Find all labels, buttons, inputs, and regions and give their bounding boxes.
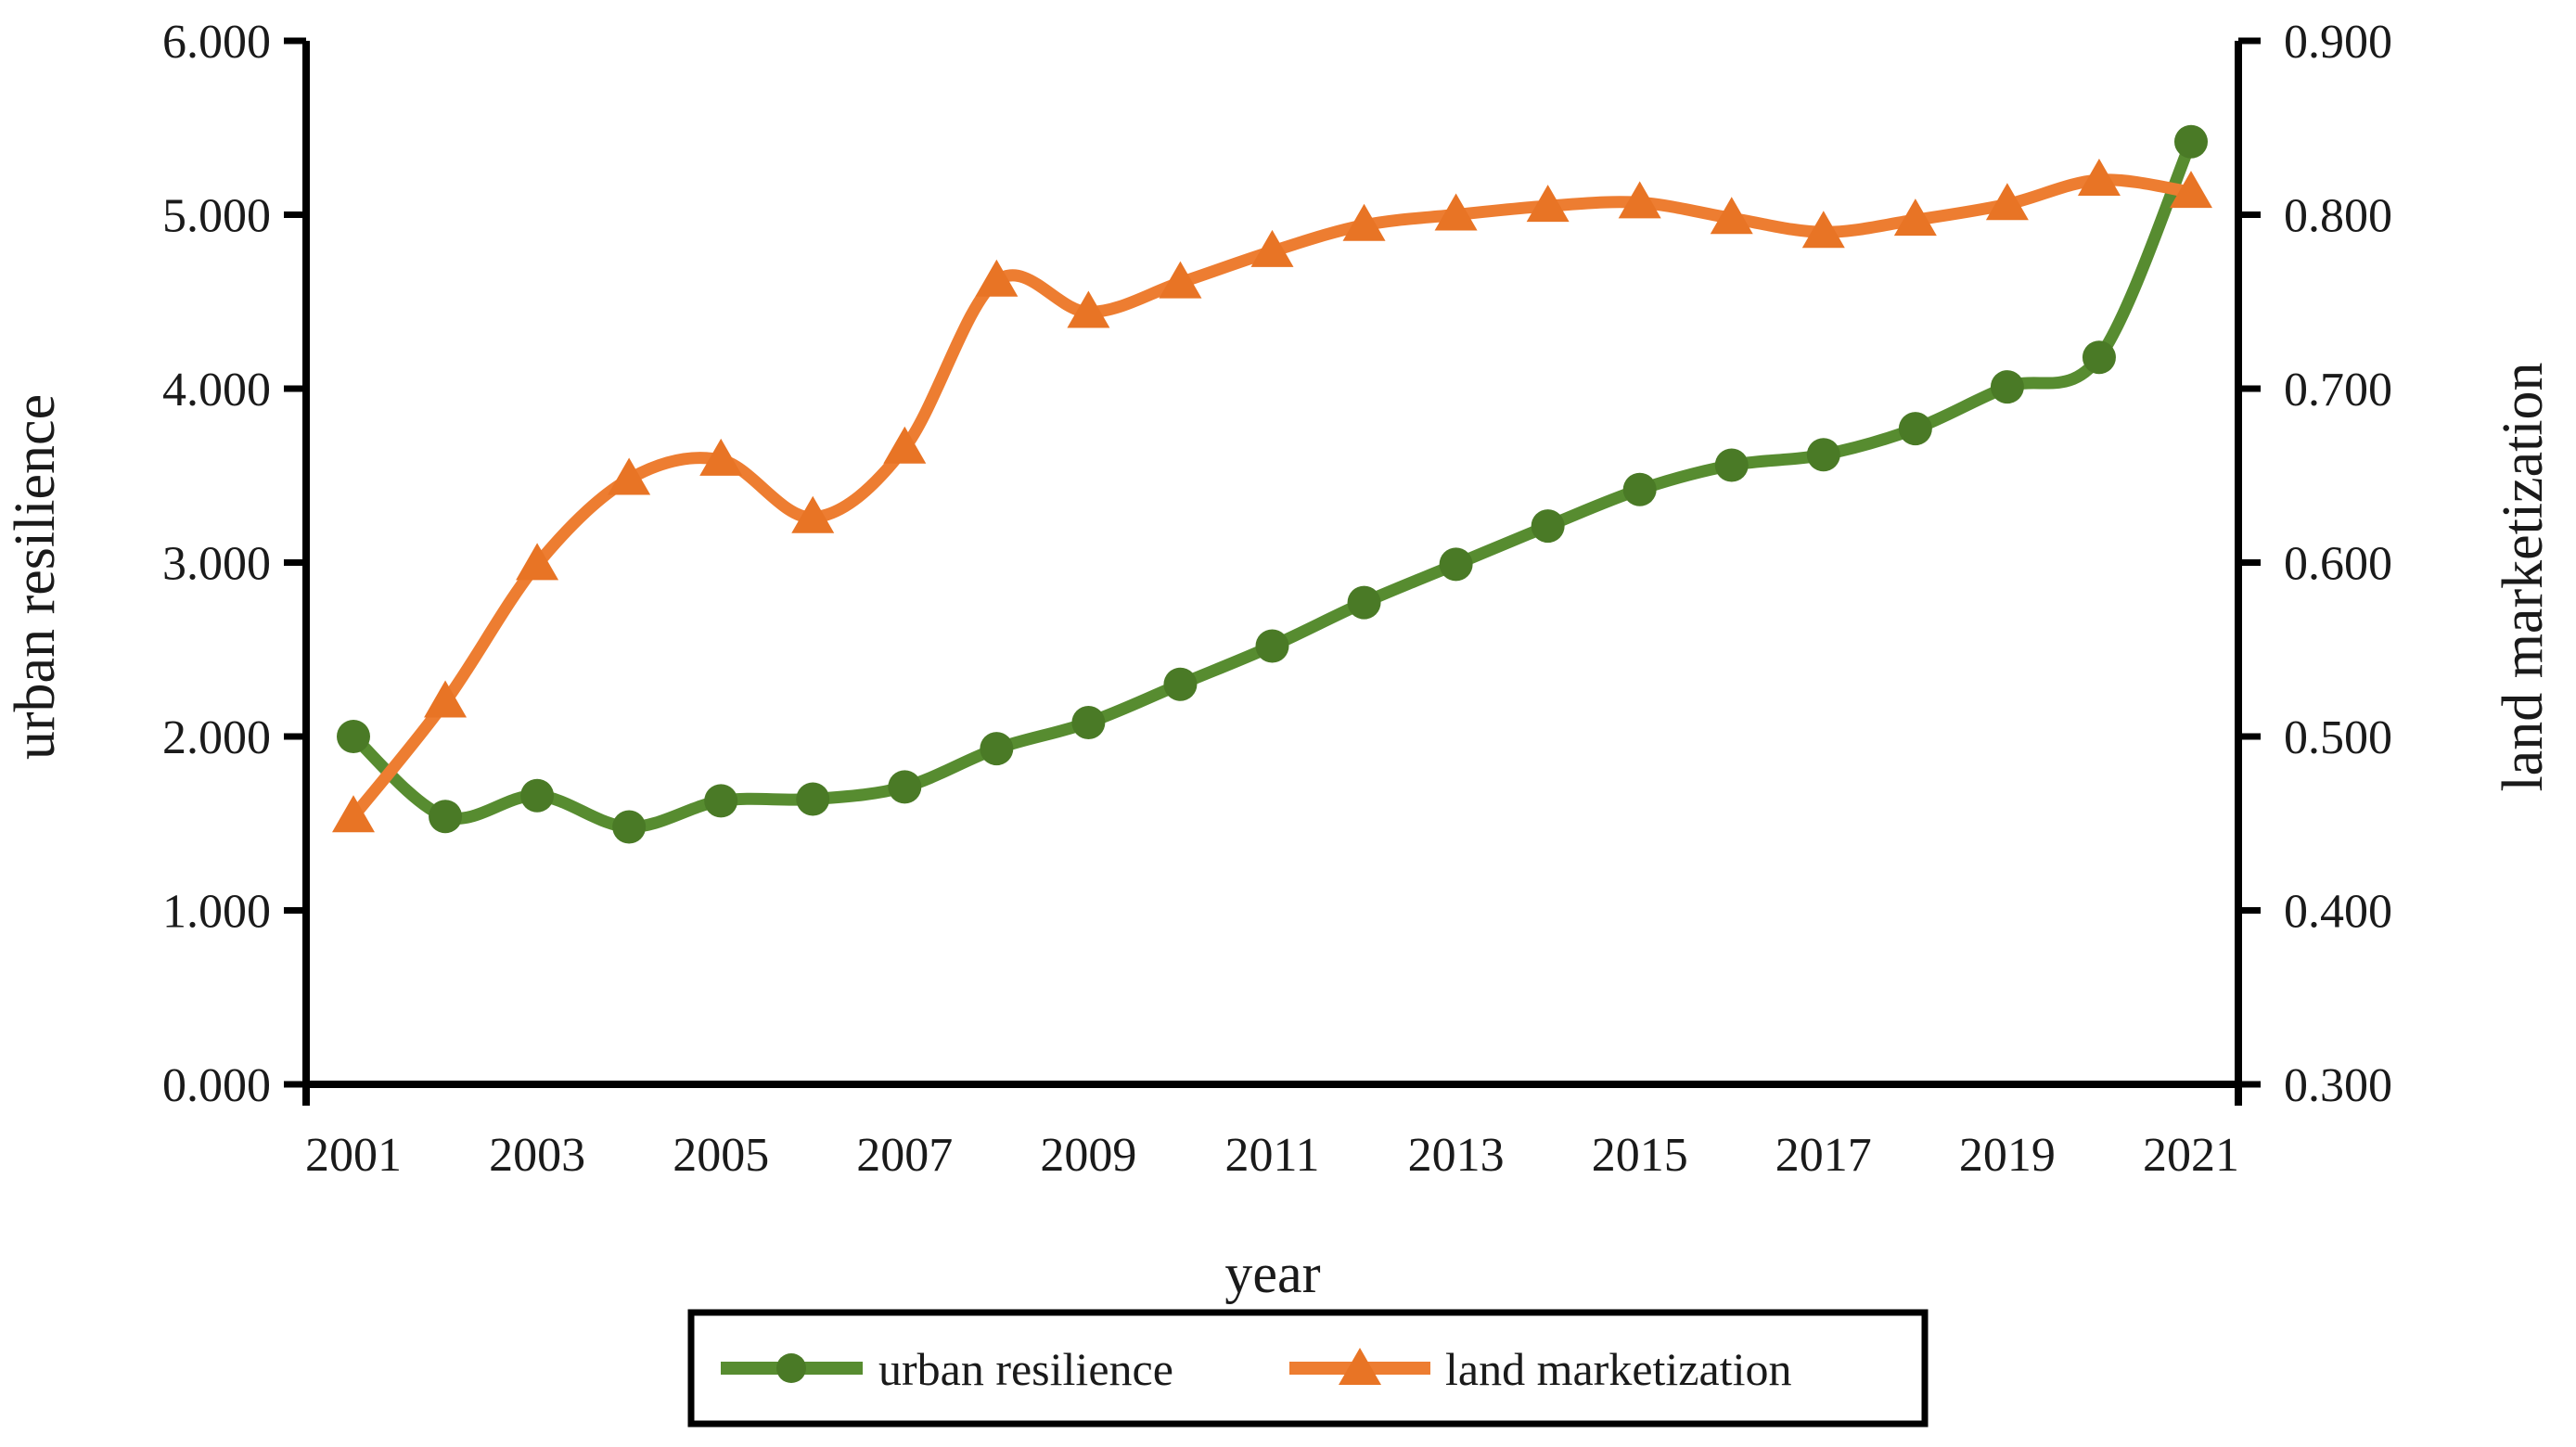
- y-right-tick-label: 0.900: [2284, 16, 2392, 69]
- data-point-circle: [704, 784, 738, 818]
- data-point-circle: [612, 810, 647, 844]
- axes: [284, 37, 2261, 1106]
- y-left-tick-label: 5.000: [162, 190, 271, 243]
- series-land-marketization: [332, 159, 2212, 833]
- legend-label-urban-resilience: urban resilience: [878, 1343, 1173, 1395]
- y-right-tick-label: 0.400: [2284, 886, 2392, 939]
- x-tick-label: 2019: [1959, 1129, 2056, 1182]
- data-point-triangle: [975, 259, 1019, 297]
- x-tick-label: 2011: [1224, 1129, 1319, 1182]
- tick-labels: 0.000 1.000 2.000 3.000 4.000 5.000 6.000 0.300…: [162, 16, 2392, 1182]
- data-point-circle: [1071, 706, 1106, 739]
- data-point-circle: [1714, 448, 1749, 482]
- data-point-circle: [1806, 438, 1840, 472]
- data-point-circle: [980, 732, 1014, 766]
- legend-circle-marker-icon: [776, 1353, 806, 1383]
- data-point-triangle: [1159, 261, 1202, 299]
- y-left-tick-label: 2.000: [162, 711, 271, 764]
- data-point-triangle: [1526, 185, 1570, 223]
- data-point-triangle: [699, 438, 743, 476]
- x-tick-label: 2013: [1408, 1129, 1505, 1182]
- y-left-tick-label: 3.000: [162, 538, 271, 591]
- x-tick-label: 2021: [2143, 1129, 2239, 1182]
- data-point-circle: [520, 778, 555, 813]
- y-left-tick-label: 6.000: [162, 16, 271, 69]
- y-left-tick-label: 4.000: [162, 364, 271, 416]
- data-point-circle: [1622, 472, 1657, 506]
- data-point-circle: [1439, 547, 1473, 582]
- data-point-triangle: [332, 795, 375, 833]
- data-point-triangle: [883, 426, 927, 464]
- data-point-circle: [2174, 124, 2208, 159]
- x-tick-label: 2003: [489, 1129, 585, 1182]
- data-point-triangle: [1067, 290, 1110, 328]
- y-right-axis-title: land marketization: [2492, 362, 2555, 791]
- y-left-tick-label: 0.000: [162, 1059, 271, 1112]
- data-point-circle: [1990, 370, 2024, 404]
- data-point-triangle: [2077, 159, 2121, 196]
- y-right-tick-label: 0.800: [2284, 190, 2392, 243]
- legend-item-land-marketization: land marketization: [1289, 1343, 1791, 1395]
- data-point-triangle: [424, 680, 468, 718]
- data-point-circle: [429, 800, 463, 834]
- x-tick-label: 2007: [856, 1129, 953, 1182]
- data-point-triangle: [2170, 171, 2212, 209]
- x-tick-label: 2015: [1592, 1129, 1688, 1182]
- data-point-circle: [888, 770, 922, 804]
- data-point-triangle: [791, 495, 835, 533]
- series-line: [347, 173, 2198, 823]
- data-point-circle: [1255, 629, 1289, 663]
- y-right-tick-label: 0.500: [2284, 711, 2392, 764]
- data-point-triangle: [1250, 229, 1294, 267]
- data-point-circle: [1898, 412, 1932, 446]
- data-point-triangle: [1342, 203, 1386, 241]
- legend-item-urban-resilience: urban resilience: [721, 1343, 1173, 1395]
- x-tick-label: 2017: [1775, 1129, 1872, 1182]
- data-point-circle: [1347, 585, 1381, 620]
- y-right-tick-label: 0.600: [2284, 538, 2392, 591]
- data-point-triangle: [1434, 193, 1478, 231]
- data-point-circle: [1531, 509, 1565, 544]
- x-tick-label: 2009: [1040, 1129, 1136, 1182]
- x-tick-label: 2001: [305, 1129, 402, 1182]
- data-point-circle: [2082, 340, 2116, 375]
- data-point-triangle: [1618, 181, 1661, 219]
- series-layer: [332, 124, 2212, 844]
- x-tick-label: 2005: [673, 1129, 769, 1182]
- y-left-tick-label: 1.000: [162, 886, 271, 939]
- legend: urban resilience land marketization: [687, 1309, 1929, 1428]
- data-point-triangle: [1710, 197, 1753, 235]
- x-axis-title: year: [1224, 1243, 1320, 1304]
- y-left-axis-title: urban resilience: [4, 394, 67, 760]
- legend-triangle-marker-icon: [1339, 1348, 1381, 1385]
- data-point-triangle: [1893, 198, 1937, 237]
- y-right-tick-label: 0.300: [2284, 1059, 2392, 1112]
- data-point-triangle: [1985, 183, 2029, 221]
- series-urban-resilience: [337, 124, 2208, 844]
- legend-label-land-marketization: land marketization: [1445, 1343, 1791, 1395]
- data-point-circle: [1163, 667, 1198, 701]
- data-point-triangle: [516, 543, 559, 581]
- data-point-triangle: [608, 457, 651, 495]
- data-point-circle: [796, 782, 830, 816]
- data-point-triangle: [1801, 211, 1845, 249]
- data-point-circle: [337, 720, 370, 753]
- y-right-tick-label: 0.700: [2284, 364, 2392, 416]
